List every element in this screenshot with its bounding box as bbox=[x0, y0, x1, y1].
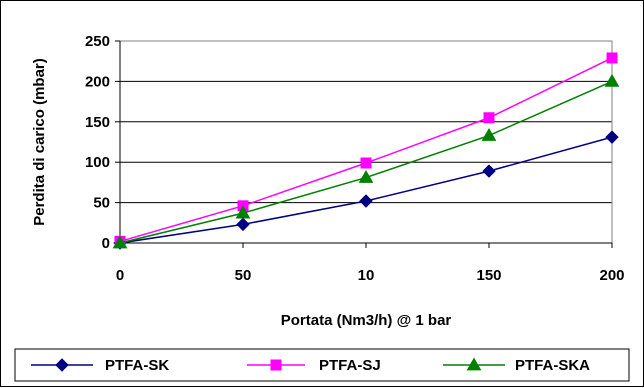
data-point-PTFA-SKA-3 bbox=[481, 128, 497, 141]
data-point-PTFA-SJ-2 bbox=[360, 157, 372, 169]
y-tick-label: 150 bbox=[85, 114, 110, 131]
y-axis-title: Perdita di carico (mbar) bbox=[31, 58, 48, 226]
data-point-PTFA-SK-2 bbox=[359, 194, 373, 208]
x-tick-label: 10 bbox=[358, 267, 375, 284]
y-tick-label: 50 bbox=[93, 195, 110, 212]
legend-box bbox=[14, 348, 630, 382]
data-point-PTFA-SKA-2 bbox=[358, 170, 374, 183]
series-PTFA-SK bbox=[113, 130, 619, 250]
data-point-PTFA-SKA-0 bbox=[112, 235, 128, 249]
legend-label: PTFA-SK bbox=[105, 357, 169, 374]
x-tick-label: 150 bbox=[476, 267, 501, 284]
legend-marker-diamond bbox=[55, 358, 69, 372]
legend-label: PTFA-SJ bbox=[319, 357, 381, 374]
x-tick-label: 200 bbox=[599, 267, 624, 284]
y-tick-label: 200 bbox=[85, 73, 110, 90]
series-line-PTFA-SK bbox=[119, 136, 613, 244]
legend: PTFA-SK PTFA-SJ PTFA-SKA bbox=[14, 348, 630, 382]
y-tick-label: 250 bbox=[85, 33, 110, 50]
y-tick-label: 0 bbox=[102, 235, 110, 252]
x-tick-label: 0 bbox=[116, 267, 124, 284]
x-tick-label: 50 bbox=[235, 267, 252, 284]
x-axis-title: Portata (Nm3/h) @ 1 bar bbox=[281, 312, 452, 329]
data-point-PTFA-SK-3 bbox=[482, 164, 496, 178]
series-PTFA-SJ bbox=[114, 52, 618, 247]
legend-marker-triangle bbox=[466, 357, 482, 371]
axes: 0 50 100 150 200 250 0 50 10 150 200 bbox=[85, 33, 625, 284]
data-point-PTFA-SK-4 bbox=[605, 130, 619, 144]
data-point-PTFA-SKA-4 bbox=[604, 73, 620, 87]
y-tick-label: 100 bbox=[85, 154, 110, 171]
legend-label: PTFA-SKA bbox=[515, 357, 590, 374]
data-point-PTFA-SJ-4 bbox=[606, 52, 618, 64]
plot-area bbox=[119, 40, 613, 244]
series-PTFA-SKA bbox=[112, 73, 620, 249]
legend-item-PTFA-SJ: PTFA-SJ bbox=[247, 357, 381, 374]
series-group bbox=[112, 52, 620, 250]
legend-marker-square bbox=[270, 359, 282, 371]
legend-item-PTFA-SK: PTFA-SK bbox=[31, 357, 169, 374]
series-line-PTFA-SJ bbox=[119, 57, 613, 243]
legend-item-PTFA-SKA: PTFA-SKA bbox=[443, 357, 590, 374]
data-point-PTFA-SJ-3 bbox=[483, 112, 495, 124]
data-point-PTFA-SK-1 bbox=[236, 217, 250, 232]
data-point-PTFA-SKA-1 bbox=[235, 205, 251, 219]
